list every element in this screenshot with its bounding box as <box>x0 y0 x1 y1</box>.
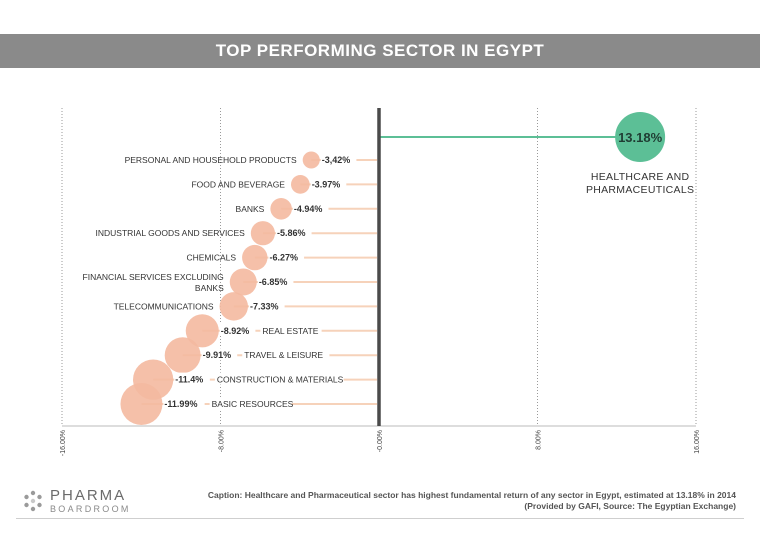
value-label: -8.92% <box>221 326 250 336</box>
bubble <box>229 268 257 296</box>
caption-line-1: Caption: Healthcare and Pharmaceutical s… <box>207 490 736 500</box>
value-label: -3.97% <box>312 179 341 189</box>
sector-label: INDUSTRIAL GOODS AND SERVICES <box>96 228 246 238</box>
bubble <box>270 198 292 220</box>
value-label-bg <box>219 323 256 336</box>
value-label-bg <box>268 250 305 263</box>
logo-boardroom-text: BOARDROOM <box>50 504 131 514</box>
sector-label: REAL ESTATE <box>262 326 318 336</box>
bubble <box>219 292 249 321</box>
sector-label-bg <box>209 397 292 409</box>
sector-label: CONSTRUCTION & MATERIALS <box>217 375 344 385</box>
chart-title: TOP PERFORMING SECTOR IN EGYPT <box>215 41 545 60</box>
value-label-bg <box>275 226 312 239</box>
bubble <box>302 151 320 169</box>
positive-bubble <box>615 112 666 162</box>
caption-line-2: (Provided by GAFI, Source: The Egyptian … <box>524 501 736 511</box>
sector-label: FOOD AND BEVERAGE <box>191 179 285 189</box>
logo-mark-icon <box>24 490 42 512</box>
bubble <box>185 314 219 348</box>
value-label: -5.86% <box>277 228 306 238</box>
value-label: -11.4% <box>175 375 203 385</box>
value-label: -4.94% <box>294 204 323 214</box>
value-label: -7.33% <box>250 301 279 311</box>
bubble <box>290 175 310 194</box>
value-label-bg <box>249 299 285 312</box>
value-label-bg <box>292 201 329 214</box>
logo-pharma-text: PHARMA <box>50 487 127 504</box>
value-label-bg <box>257 275 294 287</box>
x-tick-label: -8.00% <box>219 430 226 452</box>
value-label-bg <box>310 177 347 190</box>
positive-sector-label: PHARMACEUTICALS <box>586 184 694 196</box>
sector-label-bg <box>214 372 344 385</box>
value-label-bg <box>320 153 357 165</box>
sector-label: BANKS <box>236 204 265 214</box>
x-tick-label: 16.00% <box>694 430 701 454</box>
sector-label: TELECOMMUNICATIONS <box>114 301 214 311</box>
sector-label: CHEMICALS <box>186 253 236 263</box>
logo: PHARMA BOARDROOM <box>22 488 131 514</box>
sector-label: FINANCIAL SERVICES EXCLUDING <box>83 272 224 282</box>
sector-label-bg <box>260 323 322 336</box>
value-label-bg <box>174 372 210 385</box>
value-label: -11.99% <box>164 399 197 409</box>
value-label: -9.91% <box>203 350 232 360</box>
sector-label: PERSONAL AND HOUSEHOLD PRODUCTS <box>125 155 297 165</box>
title-bar: TOP PERFORMING SECTOR IN EGYPT <box>0 34 760 68</box>
x-tick-label: 8.00% <box>536 430 543 450</box>
bubble <box>164 337 201 374</box>
value-label: -6.27% <box>269 253 298 263</box>
sector-label: BANKS <box>195 283 224 293</box>
value-label-bg <box>163 397 205 409</box>
sector-label: BASIC RESOURCES <box>212 399 294 409</box>
positive-value-label: 13.18% <box>618 130 663 145</box>
value-label: -3,42% <box>322 155 351 165</box>
x-tick-label: -16.00% <box>60 430 67 456</box>
chart-area: -16.00% -8.00% -0.00% 8.00% 16.00% 13.18% HEAL… <box>60 108 701 456</box>
value-label-bg <box>201 348 238 361</box>
caption: Caption: Healthcare and Pharmaceutical s… <box>208 490 736 512</box>
value-label: -6.85% <box>259 277 288 287</box>
bubble <box>250 221 275 246</box>
sector-label-bg <box>242 348 330 361</box>
x-tick-label: -0.00% <box>377 430 384 452</box>
footer-divider <box>16 518 744 519</box>
bubble <box>120 383 163 425</box>
bubble <box>242 244 268 271</box>
sector-label: TRAVEL & LEISURE <box>244 350 323 360</box>
positive-sector-label: HEALTHCARE AND <box>591 171 690 183</box>
